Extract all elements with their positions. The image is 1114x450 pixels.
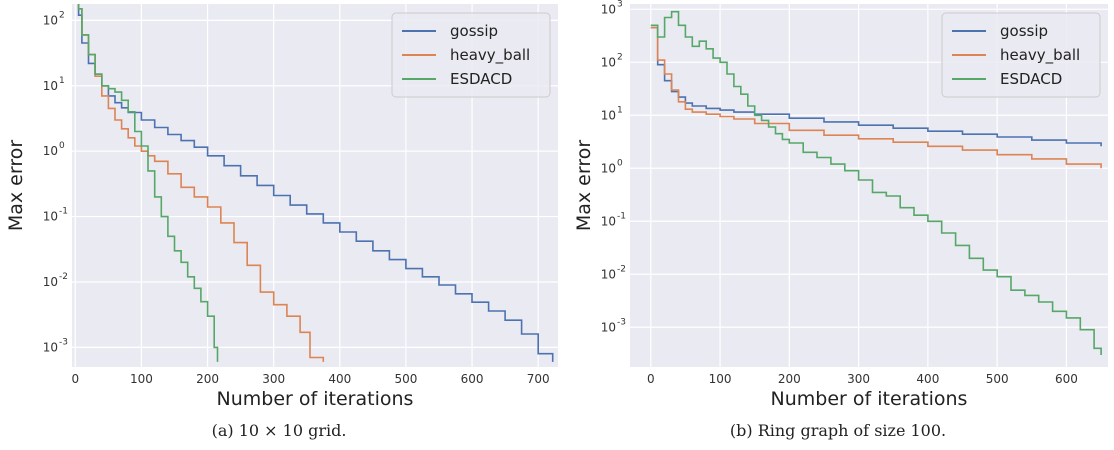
y-tick-exponent: 1 <box>59 76 65 86</box>
y-tick-label: 10 <box>601 267 616 281</box>
series-group <box>77 4 554 362</box>
legend-label-ESDACD: ESDACD <box>450 70 512 88</box>
caption-b: (b) Ring graph of size 100. <box>729 421 947 440</box>
y-tick-exponent: 1 <box>617 105 623 115</box>
y-tick-exponent: -1 <box>617 211 626 221</box>
legend-label-gossip: gossip <box>1000 22 1048 40</box>
y-tick-label: 10 <box>43 13 58 27</box>
x-tick-label: 200 <box>778 372 801 386</box>
y-tick-label: 10 <box>601 214 616 228</box>
x-tick-label: 400 <box>328 372 351 386</box>
y-tick-exponent: 2 <box>617 52 623 62</box>
y-tick-exponent: -3 <box>59 337 68 347</box>
caption-a: (a) 10 × 10 grid. <box>211 421 347 440</box>
x-tick-label: 400 <box>916 372 939 386</box>
y-tick-label: 10 <box>601 108 616 122</box>
y-axis-label: Max error <box>5 140 27 232</box>
legend-label-gossip: gossip <box>450 22 498 40</box>
y-tick-exponent: -3 <box>617 317 626 327</box>
x-tick-label: 300 <box>262 372 285 386</box>
y-tick-exponent: -2 <box>617 264 626 274</box>
x-tick-label: 0 <box>71 372 79 386</box>
x-tick-label: 300 <box>847 372 870 386</box>
y-tick-label: 10 <box>43 340 58 354</box>
y-tick-exponent: -2 <box>59 272 68 282</box>
series-group <box>650 10 1102 355</box>
x-tick-label: 600 <box>1055 372 1078 386</box>
y-tick-exponent: 3 <box>617 0 623 9</box>
legend-label-heavy_ball: heavy_ball <box>450 46 530 65</box>
x-tick-label: 600 <box>461 372 484 386</box>
y-tick-label: 10 <box>601 320 616 334</box>
legend-label-ESDACD: ESDACD <box>1000 70 1062 88</box>
y-tick-label: 10 <box>43 79 58 93</box>
y-tick-label: 10 <box>43 275 58 289</box>
y-tick-exponent: 0 <box>59 141 65 151</box>
y-tick-label: 10 <box>43 210 58 224</box>
x-axis-label: Number of iterations <box>771 388 968 410</box>
y-axis-label: Max error <box>573 140 595 232</box>
series-line-ESDACD <box>77 4 219 362</box>
legend: gossip heavy_ball ESDACD <box>941 12 1101 98</box>
legend-box <box>941 12 1101 98</box>
series-line-heavy_ball <box>77 4 325 362</box>
series-line-heavy_ball <box>650 26 1102 169</box>
x-tick-label: 500 <box>394 372 417 386</box>
legend-box <box>391 12 551 98</box>
legend-label-heavy_ball: heavy_ball <box>1000 46 1080 65</box>
x-tick-label: 100 <box>130 372 153 386</box>
y-tick-exponent: -1 <box>59 207 68 217</box>
y-tick-label: 10 <box>601 2 616 16</box>
x-tick-label: 700 <box>527 372 550 386</box>
x-tick-label: 200 <box>196 372 219 386</box>
y-tick-label: 10 <box>601 55 616 69</box>
series-line-ESDACD <box>650 10 1102 355</box>
x-tick-label: 100 <box>709 372 732 386</box>
x-tick-label: 500 <box>986 372 1009 386</box>
y-tick-label: 10 <box>601 161 616 175</box>
y-tick-label: 10 <box>43 144 58 158</box>
x-tick-label: 0 <box>647 372 655 386</box>
x-axis-label: Number of iterations <box>217 388 414 410</box>
y-tick-exponent: 0 <box>617 158 623 168</box>
y-tick-exponent: 2 <box>59 10 65 20</box>
legend: gossip heavy_ball ESDACD <box>391 12 551 98</box>
